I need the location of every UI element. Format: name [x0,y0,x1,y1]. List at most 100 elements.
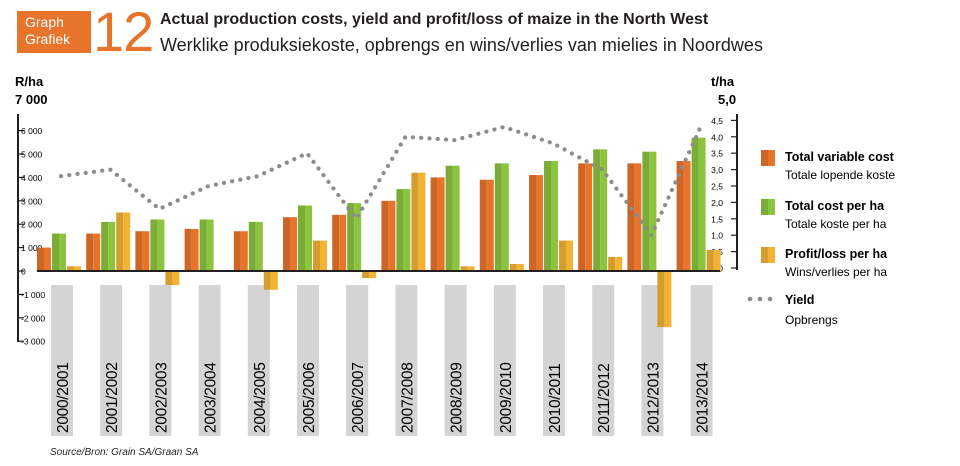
bar-profit-loss [116,212,131,271]
bar-variable-cost [627,163,642,271]
bar-profit-loss-right-face [566,240,573,271]
bar-variable-cost-right-face [388,200,396,271]
bar-profit-loss-left-face [116,212,124,271]
category-label: 2006/2007 [350,362,367,433]
bar-total-cost [642,151,657,271]
bar-profit-loss [263,271,278,290]
bar-profit-loss-left-face [706,249,714,271]
bar-variable-cost-right-face [486,179,494,271]
right-axis-tick-label: 2,0 [711,198,723,208]
bar-profit-loss [706,249,721,271]
bar-variable-cost-left-face [135,231,143,271]
bar-profit-loss [509,263,524,271]
category-label: 2010/2011 [547,364,564,433]
bar-profit-loss-right-face [270,271,278,290]
category-band [493,285,516,436]
bar-variable-cost-right-face [339,214,347,271]
bar-profit-loss-right-face [320,240,327,271]
left-axis-tick-label: -1 000 [21,290,45,300]
bar-total-cost [445,165,460,271]
right-axis-tick-label: 2,5 [711,182,723,192]
bar-total-cost-right-face [206,219,214,271]
bar-total-cost [593,149,608,271]
bar-variable-cost [529,175,543,271]
bar-total-cost-right-face [59,233,66,271]
graph-badge: Graph Grafiek [17,11,91,53]
bar-variable-cost-right-face [536,175,543,271]
bar-total-cost-left-face [445,165,453,271]
left-axis-tick-label: -2 000 [21,313,45,323]
category-label: 2005/2006 [301,362,318,433]
category-band [346,285,369,436]
bar-variable-cost [578,163,593,271]
bar-total-cost-left-face [150,219,158,271]
bar-total-cost-right-face [354,203,362,271]
legend-yield-marker [747,296,753,302]
bar-variable-cost [135,231,150,271]
category-label: 2000/2001 [55,362,72,433]
bar-total-cost-right-face [501,163,509,271]
legend-label-afrikaans: Opbrengs [785,313,838,327]
bar-variable-cost [676,161,691,271]
bar-variable-cost [233,231,248,271]
category-label: 2004/2005 [252,362,269,433]
left-axis-tick-label: 0 [21,267,26,277]
left-axis-tick-label: 1 000 [21,243,43,253]
bar-variable-cost-left-face [184,228,192,271]
bar-total-cost [101,221,116,271]
legend-swatch [768,247,775,263]
legend-label: Total variable cost [785,150,895,164]
left-axis-tick-label: -3 000 [21,337,45,347]
bar-total-cost-left-face [199,219,207,271]
bar-profit-loss [362,271,377,279]
chart-title-english: Actual production costs, yield and profi… [160,11,709,28]
right-axis-tick-label: 0 [718,264,723,274]
bar-profit-loss-left-face [460,266,468,271]
bar-variable-cost [283,217,297,271]
legend-swatch [768,199,775,215]
bar-profit-loss-left-face [509,263,517,271]
left-axis-title: R/ha [15,74,44,89]
bar-profit-loss-left-face [657,271,665,328]
bar-profit-loss [460,266,475,271]
bar-total-cost-left-face [298,205,305,271]
bar-total-cost [199,219,214,271]
legend-label-afrikaans: Totale lopende koste [785,168,895,182]
right-axis-tick-label: 4,0 [711,132,723,142]
right-axis-tick-label: 1,0 [711,231,723,241]
right-axis-tick-label: 3,0 [711,165,723,175]
bar-variable-cost-right-face [585,163,593,271]
category-band [395,285,418,436]
bar-profit-loss-right-face [664,271,672,328]
bar-profit-loss-right-face [615,256,623,271]
bar-profit-loss-right-face [172,271,180,286]
right-axis-title: t/ha [711,74,735,89]
category-band [592,285,615,436]
right-axis-tick-label: 3,5 [711,149,723,159]
category-band [149,285,172,436]
bar-total-cost [150,219,165,271]
bar-variable-cost-left-face [479,179,487,271]
bar-variable-cost-left-face [578,163,586,271]
left-axis-tick-label: 3 000 [21,196,43,206]
bar-total-cost-left-face [52,233,59,271]
bar-variable-cost-left-face [430,177,438,271]
bar-variable-cost-left-face [627,163,635,271]
bar-variable-cost-left-face [332,214,340,271]
bar-total-cost [248,221,263,271]
chart-title-afrikaans: Werklike produksiekoste, opbrengs en win… [160,35,763,55]
bar-profit-loss-left-face [608,256,616,271]
category-label: 2008/2009 [449,362,466,433]
badge-line-graph: Graph [25,14,64,30]
bar-variable-cost-left-face [86,233,94,271]
bar-total-cost [396,189,411,271]
legend-swatch [761,150,768,166]
bar-profit-loss-left-face [165,271,173,286]
right-axis-tick-label: 1,5 [711,214,723,224]
bar-profit-loss-right-face [74,266,81,271]
bar-total-cost [298,205,312,271]
category-label: 2012/2013 [645,362,662,433]
category-label: 2002/2003 [153,362,170,433]
bar-variable-cost [184,228,199,271]
bar-profit-loss [559,240,573,271]
